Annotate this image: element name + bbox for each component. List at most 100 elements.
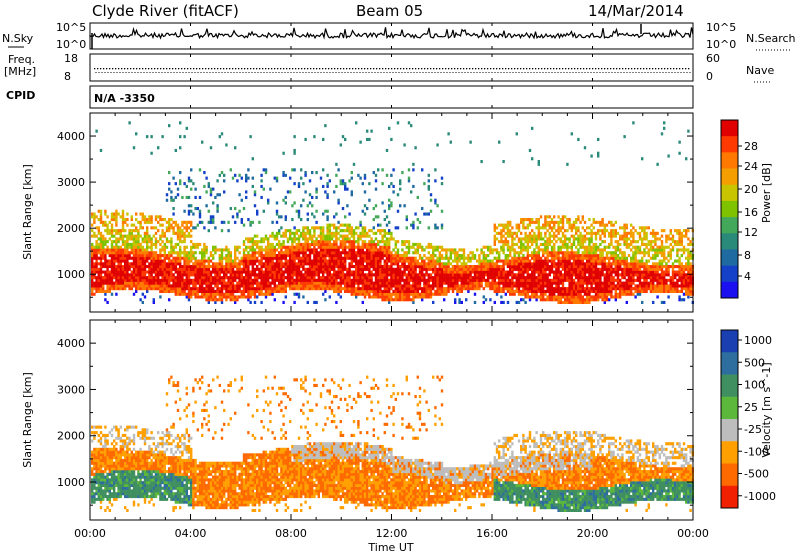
freq-point: [688, 68, 689, 69]
power-cell: [540, 226, 542, 229]
power-cell: [412, 279, 414, 282]
power-cell: [203, 279, 205, 282]
power-cell: [351, 235, 353, 238]
power-cell: [150, 284, 152, 287]
power-cell: [531, 243, 533, 246]
power-cell: [120, 284, 122, 287]
power-cell: [135, 243, 137, 246]
power-cell: [531, 265, 533, 268]
power-cell: [516, 279, 518, 282]
power-cell: [544, 260, 546, 263]
power-cell: [551, 240, 553, 243]
power-cell: [216, 268, 218, 271]
power-cell: [126, 279, 128, 282]
freq-point: [405, 72, 406, 73]
power-cell: [144, 279, 146, 282]
power-cell: [298, 268, 300, 271]
power-cell: [370, 287, 372, 290]
power-cell: [417, 282, 419, 285]
power-cell: [172, 276, 174, 279]
power-cell: [401, 171, 403, 174]
power-cell: [322, 246, 324, 249]
power-cell: [177, 188, 179, 191]
power-cell: [333, 262, 335, 265]
power-cell: [155, 273, 157, 276]
power-cell: [522, 282, 524, 285]
power-cell: [300, 257, 302, 260]
power-cell: [395, 268, 397, 271]
power-cell: [333, 240, 335, 243]
power-cell: [197, 271, 199, 274]
freq-point: [630, 72, 631, 73]
power-cell: [403, 298, 405, 301]
power-cell: [472, 251, 474, 254]
power-cell: [271, 251, 273, 254]
power-cell: [322, 251, 324, 254]
power-cell: [170, 240, 172, 243]
power-cell: [142, 273, 144, 276]
power-cell: [190, 295, 192, 298]
power-cell: [300, 246, 302, 249]
power-cell: [128, 237, 130, 240]
power-cell: [428, 243, 430, 246]
power-cell: [133, 260, 135, 263]
power-cell: [309, 268, 311, 271]
power-cell: [414, 257, 416, 260]
power-cell: [93, 287, 95, 290]
power-cell: [373, 265, 375, 268]
power-cell: [113, 276, 115, 279]
power-cell: [153, 271, 155, 274]
power-cell: [95, 235, 97, 238]
power-cell: [542, 293, 544, 296]
power-cell: [386, 149, 388, 152]
power-cell: [128, 279, 130, 282]
power-cell: [359, 293, 361, 296]
power-cell: [153, 282, 155, 285]
power-cell: [384, 262, 386, 265]
power-cell: [423, 273, 425, 276]
power-cell: [243, 284, 245, 287]
power-cell: [450, 254, 452, 257]
power-cell: [219, 248, 221, 251]
power-cell: [511, 248, 513, 251]
power-cell: [551, 260, 553, 263]
power-cell: [133, 276, 135, 279]
power-cell: [150, 243, 152, 246]
power-cell: [542, 265, 544, 268]
power-cell: [137, 235, 139, 238]
power-cell: [120, 279, 122, 282]
power-cell: [452, 290, 454, 293]
power-cell: [340, 254, 342, 257]
power-cell: [214, 262, 216, 265]
power-cell: [329, 257, 331, 260]
power-cell: [311, 279, 313, 282]
power-cell: [296, 243, 298, 246]
power-cell: [502, 246, 504, 249]
power-cell: [106, 287, 108, 290]
freq-point: [376, 68, 377, 69]
power-cell: [474, 273, 476, 276]
power-cell: [203, 257, 205, 260]
power-cell: [421, 246, 423, 249]
power-cell: [269, 290, 271, 293]
power-cell: [236, 284, 238, 287]
power-cell: [553, 232, 555, 235]
power-cell: [353, 254, 355, 257]
power-cell: [243, 262, 245, 265]
power-cell: [232, 271, 234, 274]
power-cell: [419, 246, 421, 249]
power-cell: [507, 271, 509, 274]
power-cell: [388, 257, 390, 260]
power-cell: [122, 271, 124, 274]
power-cell: [340, 179, 342, 182]
power-cell: [436, 271, 438, 274]
power-cell: [269, 268, 271, 271]
power-cell: [386, 248, 388, 251]
freq-point: [606, 72, 607, 73]
power-cell: [122, 215, 124, 218]
power-cell: [538, 224, 540, 227]
power-cell: [333, 215, 335, 218]
power-cell: [252, 240, 254, 243]
power-cell: [128, 232, 130, 235]
power-cell: [538, 273, 540, 276]
